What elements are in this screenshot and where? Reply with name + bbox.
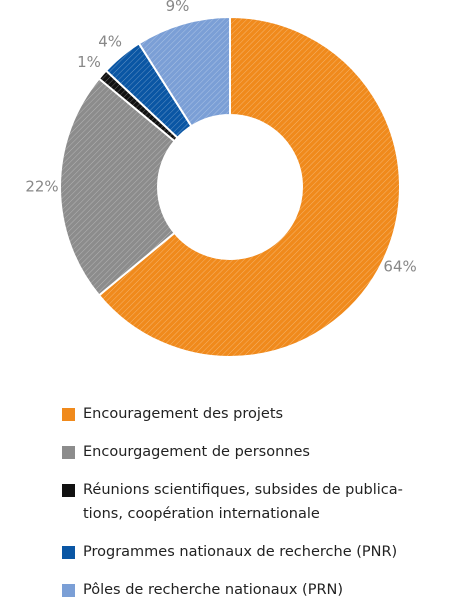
- slice: [59, 77, 176, 297]
- legend-swatch: [62, 584, 75, 597]
- legend-label: Encouragement des projets: [83, 406, 284, 422]
- legend-label: Encourgagement de personnes: [83, 444, 310, 460]
- legend-swatch: [62, 484, 75, 497]
- legend-entry: Pôles de recherche nationaux (PRN): [62, 578, 343, 602]
- legend-label: Réunions scientifiques, subsides de publ…: [83, 482, 403, 522]
- data-label: 1%: [77, 53, 101, 71]
- legend-swatch: [62, 546, 75, 559]
- legend-entry: Encourgagement de personnes: [62, 440, 310, 464]
- data-label: 4%: [98, 33, 122, 51]
- legend-label: Programmes nationaux de recherche (PNR): [83, 544, 398, 560]
- data-label: 64%: [383, 258, 416, 276]
- legend-entry: Programmes nationaux de recherche (PNR): [62, 540, 397, 564]
- legend-swatch: [62, 408, 75, 421]
- slice: [137, 15, 231, 128]
- chart: 64% 22% 1% 4% 9%: [25, 0, 417, 358]
- legend-swatch: [62, 446, 75, 459]
- legend-label: Pôles de recherche nationaux (PRN): [83, 582, 344, 598]
- slice: [97, 15, 401, 358]
- data-label: 9%: [166, 0, 190, 15]
- data-label: 22%: [25, 178, 58, 196]
- legend-entry: Réunions scientifiques, subsides de publ…: [62, 478, 403, 526]
- legend-entry: Encouragement des projets: [62, 402, 283, 426]
